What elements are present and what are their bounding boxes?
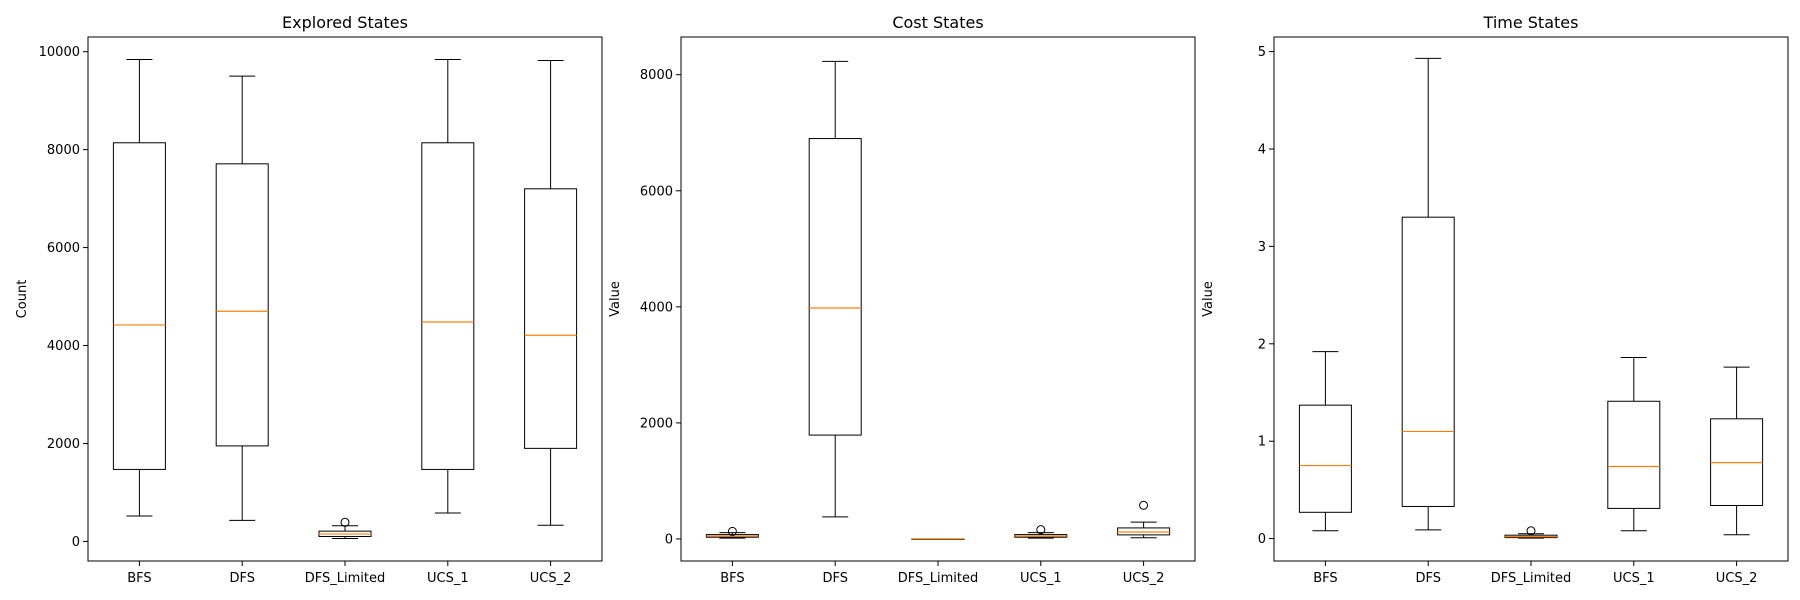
y-tick-label: 0 xyxy=(72,535,80,550)
y-tick-label: 0 xyxy=(665,532,673,547)
box-iqr xyxy=(112,142,166,470)
y-tick-label: 4000 xyxy=(640,300,673,315)
box-iqr xyxy=(1401,216,1455,507)
outlier-point xyxy=(1036,525,1046,535)
axes-frame xyxy=(680,36,1196,562)
y-tick-label: 6000 xyxy=(640,184,673,199)
y-tick-label: 1 xyxy=(1258,435,1266,450)
box-dfs xyxy=(808,60,862,518)
x-tick-label: DFS xyxy=(822,571,848,586)
y-tick-label: 8000 xyxy=(47,143,80,158)
x-tick-label: UCS_2 xyxy=(1716,571,1758,586)
outlier-point xyxy=(340,517,350,527)
outlier-point xyxy=(727,526,737,536)
x-tick-label: UCS_2 xyxy=(1123,571,1165,586)
box-iqr xyxy=(808,138,862,436)
x-tick-label: DFS_Limited xyxy=(305,571,386,586)
box-dfs-limited xyxy=(1504,526,1558,539)
box-ucs-1 xyxy=(421,59,475,514)
x-tick-label: DFS xyxy=(1415,571,1441,586)
chart-title: Explored States xyxy=(282,13,408,32)
box-ucs-2 xyxy=(524,60,578,526)
box-iqr xyxy=(215,163,269,447)
box-bfs xyxy=(705,526,759,539)
y-tick-label: 10000 xyxy=(39,45,80,60)
y-tick-label: 6000 xyxy=(47,241,80,256)
axes-frame xyxy=(87,36,603,562)
y-tick-label: 8000 xyxy=(640,68,673,83)
y-axis-label: Value xyxy=(608,281,623,317)
box-ucs-2 xyxy=(1117,500,1171,539)
box-ucs-1 xyxy=(1014,525,1068,539)
y-tick-label: 4 xyxy=(1258,143,1266,158)
y-tick-label: 2000 xyxy=(640,416,673,431)
box-dfs xyxy=(215,75,269,521)
box-bfs xyxy=(1298,351,1352,532)
x-tick-label: DFS_Limited xyxy=(1491,571,1572,586)
chart-title: Cost States xyxy=(892,13,983,32)
box-bfs xyxy=(112,59,166,517)
y-tick-label: 5 xyxy=(1258,45,1266,60)
y-axis-label: Count xyxy=(15,280,30,319)
chart-panel-3: Time States Value 0 1 2 3 4 5 BFS DFS DFS_Limited U… xyxy=(1201,13,1789,586)
y-tick-label: 2000 xyxy=(47,437,80,452)
chart-title: Time States xyxy=(1483,13,1579,32)
x-tick-label: BFS xyxy=(127,571,151,586)
chart-panel-2: Cost States Value 0 2000 4000 6000 8000 BFS DFS D… xyxy=(608,13,1196,586)
box-iqr xyxy=(421,142,475,470)
box-iqr xyxy=(1298,404,1352,513)
chart-panel-1: Explored States Count 0 2000 4000 6000 8000 100… xyxy=(15,13,603,586)
box-ucs-2 xyxy=(1710,366,1764,536)
box-dfs-limited xyxy=(911,538,965,540)
box-ucs-1 xyxy=(1607,356,1661,532)
y-tick-label: 0 xyxy=(1258,532,1266,547)
x-tick-label: BFS xyxy=(1313,571,1337,586)
x-tick-label: UCS_1 xyxy=(1613,571,1655,586)
x-tick-label: UCS_1 xyxy=(1020,571,1062,586)
outlier-point xyxy=(1139,500,1149,510)
y-axis-label: Value xyxy=(1201,281,1216,317)
box-dfs xyxy=(1401,57,1455,531)
box-iqr xyxy=(1607,400,1661,509)
y-tick-label: 4000 xyxy=(47,339,80,354)
box-iqr xyxy=(524,188,578,449)
axes-frame xyxy=(1273,36,1789,562)
box-dfs-limited xyxy=(318,517,372,539)
outlier-point xyxy=(1526,526,1536,536)
x-tick-label: DFS xyxy=(229,571,255,586)
y-tick-label: 2 xyxy=(1258,337,1266,352)
x-tick-label: DFS_Limited xyxy=(898,571,979,586)
x-tick-label: UCS_1 xyxy=(427,571,469,586)
x-tick-label: BFS xyxy=(720,571,744,586)
x-tick-label: UCS_2 xyxy=(530,571,572,586)
y-tick-label: 3 xyxy=(1258,240,1266,255)
